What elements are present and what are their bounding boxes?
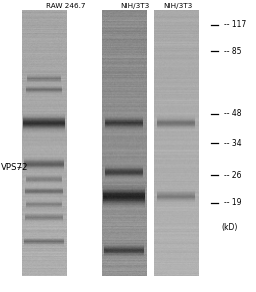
Text: -- 85: -- 85: [224, 47, 241, 55]
Text: NIH/3T3: NIH/3T3: [120, 3, 149, 9]
Text: -- 117: -- 117: [224, 20, 246, 29]
Text: -- 26: -- 26: [224, 171, 241, 180]
Text: -- 34: -- 34: [224, 139, 242, 147]
Text: --: --: [17, 164, 23, 172]
Text: (kD): (kD): [221, 223, 237, 232]
Text: -- 48: -- 48: [224, 110, 241, 118]
Text: VPS72: VPS72: [1, 164, 29, 172]
Text: NIH/3T3: NIH/3T3: [163, 3, 193, 9]
Text: -- 19: -- 19: [224, 199, 241, 207]
Text: RAW 246.7: RAW 246.7: [46, 3, 85, 9]
